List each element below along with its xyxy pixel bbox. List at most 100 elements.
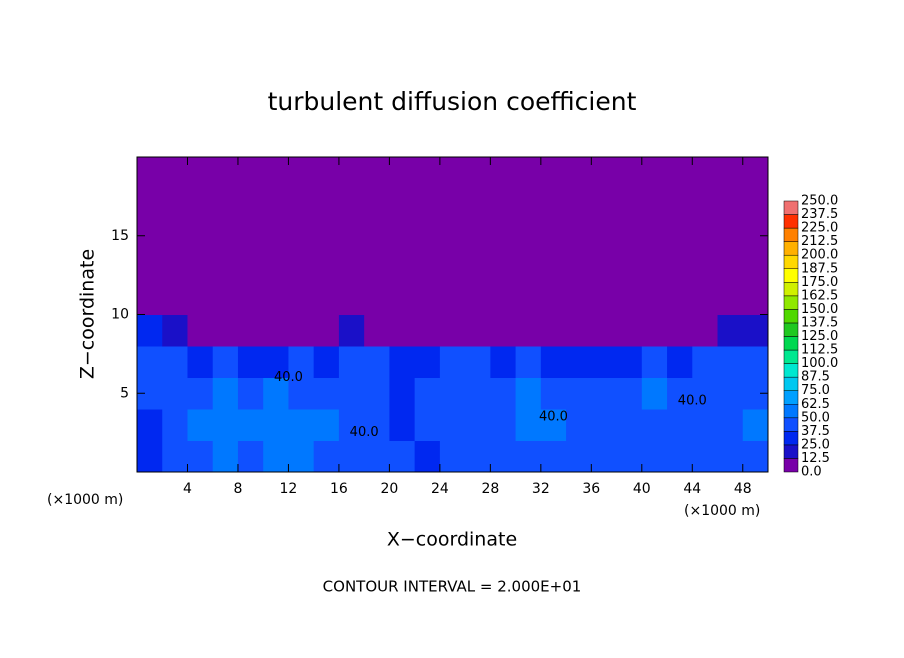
cell: [667, 314, 693, 347]
colorbar-swatch: [783, 309, 799, 324]
cell: [742, 409, 769, 441]
cell: [515, 377, 542, 410]
cell: [540, 314, 567, 347]
cell: [364, 220, 390, 252]
cell: [465, 283, 491, 315]
colorbar-label: 125.0: [801, 329, 838, 344]
colorbar-label: 150.0: [801, 302, 838, 317]
colorbar-label: 75.0: [801, 383, 830, 398]
cell: [187, 440, 214, 473]
cell: [338, 188, 365, 221]
cell: [364, 188, 390, 221]
cell: [490, 377, 517, 410]
cell: [616, 377, 643, 410]
cell: [692, 188, 719, 221]
x-tick-label: 24: [431, 481, 449, 497]
cell: [288, 220, 315, 252]
cell: [137, 409, 163, 441]
cell: [515, 409, 542, 441]
cell: [566, 314, 592, 347]
cell: [540, 409, 567, 441]
cell: [742, 346, 769, 378]
cell: [465, 251, 491, 284]
cell: [641, 157, 668, 189]
cell: [162, 188, 188, 221]
cell: [742, 440, 769, 473]
cell: [439, 440, 466, 473]
cell: [288, 440, 315, 473]
cell: [288, 157, 315, 189]
cell: [692, 377, 719, 410]
colorbar-swatch: [783, 295, 799, 310]
cell: [591, 220, 618, 252]
cell: [237, 251, 264, 284]
cell: [692, 314, 719, 347]
cell: [540, 188, 567, 221]
cell: [717, 346, 744, 378]
cell: [212, 409, 239, 441]
cell: [490, 188, 517, 221]
colorbar-swatch: [783, 404, 799, 419]
cell: [414, 346, 441, 378]
cell: [490, 314, 517, 347]
cell: [389, 440, 416, 473]
colorbar-swatch: [783, 227, 799, 242]
cell: [313, 251, 340, 284]
cell: [137, 157, 163, 189]
cell: [566, 377, 592, 410]
cell: [566, 346, 592, 378]
cell: [212, 314, 239, 347]
cell: [641, 409, 668, 441]
y-tick-label: 10: [111, 307, 129, 323]
cell: [641, 220, 668, 252]
cell: [364, 377, 390, 410]
cell: [490, 251, 517, 284]
colorbar-label: 87.5: [801, 370, 830, 385]
cell: [263, 346, 289, 378]
cell: [237, 220, 264, 252]
colorbar-label: 12.5: [801, 451, 830, 466]
cell: [641, 251, 668, 284]
cell: [212, 283, 239, 315]
x-unit: (×1000 m): [684, 503, 760, 519]
cell: [389, 409, 416, 441]
colorbar-swatch: [783, 458, 799, 473]
cell: [692, 283, 719, 315]
cell: [187, 377, 214, 410]
cell: [137, 314, 163, 347]
cell: [692, 251, 719, 284]
y-axis-label: Z−coordinate: [77, 249, 99, 379]
cell: [641, 346, 668, 378]
cell: [692, 220, 719, 252]
cell: [313, 314, 340, 347]
cell: [616, 440, 643, 473]
cell: [641, 188, 668, 221]
cell: [338, 251, 365, 284]
chart-title: turbulent diffusion coefficient: [268, 87, 637, 116]
cell: [566, 157, 592, 189]
cell: [616, 157, 643, 189]
cell: [263, 283, 289, 315]
colorbar-label: 175.0: [801, 275, 838, 290]
colorbar-swatch: [783, 200, 799, 215]
cell: [237, 188, 264, 221]
cell: [717, 440, 744, 473]
cell: [540, 346, 567, 378]
cell: [692, 440, 719, 473]
cell: [263, 157, 289, 189]
cell: [212, 157, 239, 189]
cell: [137, 440, 163, 473]
cell: [742, 157, 769, 189]
cell: [742, 314, 769, 347]
cell: [313, 409, 340, 441]
cell: [389, 220, 416, 252]
cell: [364, 314, 390, 347]
cell: [389, 188, 416, 221]
cell: [414, 283, 441, 315]
cell: [237, 283, 264, 315]
x-tick-label: 28: [481, 481, 499, 497]
cell: [212, 440, 239, 473]
cell: [439, 283, 466, 315]
cell: [591, 314, 618, 347]
